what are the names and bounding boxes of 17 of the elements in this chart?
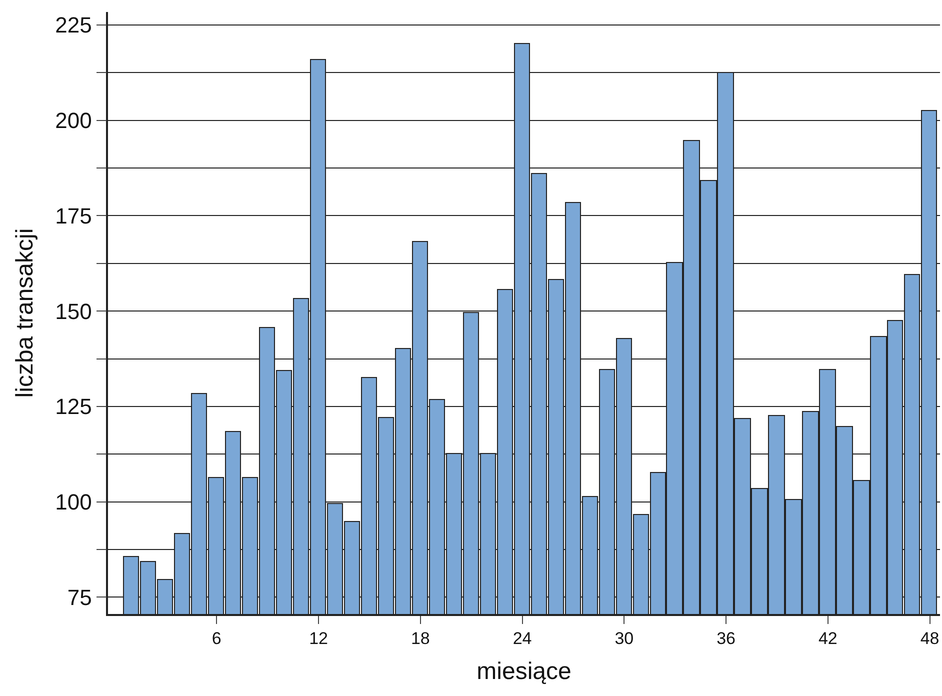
x-tick-label: 30 [614, 629, 634, 648]
y-tick-label: 100 [55, 490, 92, 515]
x-tick-label: 42 [818, 629, 838, 648]
y-tick-label: 200 [55, 108, 92, 134]
x-tick-label: 48 [920, 629, 940, 648]
x-axis-title: miesiące [476, 658, 572, 685]
y-tick-label: 225 [55, 12, 92, 38]
x-tick-label: 36 [716, 629, 736, 648]
x-tick-label: 18 [410, 629, 430, 648]
y-tick-label: 150 [55, 298, 92, 324]
y-tick-label: 175 [55, 203, 92, 228]
y-tick-label: 125 [55, 394, 92, 420]
x-tick-label: 6 [212, 629, 222, 648]
y-axis-title: liczba transakcji [12, 228, 39, 398]
x-tick-label: 24 [512, 629, 532, 648]
x-tick-label: 12 [309, 629, 328, 648]
y-tick-label: 75 [67, 584, 92, 610]
